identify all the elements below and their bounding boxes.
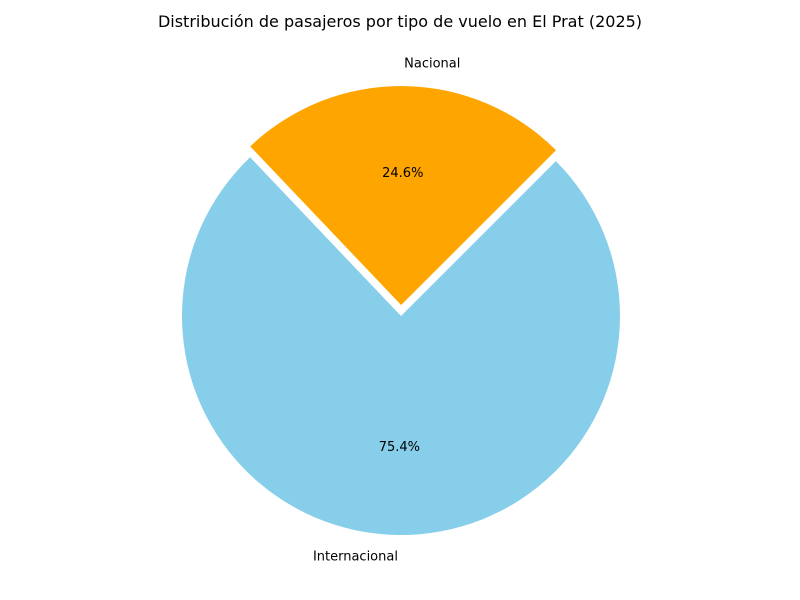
slice-percent-label: 75.4% [379, 440, 420, 455]
slice-category-label: Internacional [313, 549, 398, 564]
pie-slice-nacional [250, 86, 556, 306]
chart-title: Distribución de pasajeros por tipo de vu… [157, 12, 643, 31]
slice-category-label: Nacional [404, 57, 460, 72]
pie-slice-internacional [182, 157, 620, 535]
slice-percent-label: 24.6% [382, 166, 423, 181]
